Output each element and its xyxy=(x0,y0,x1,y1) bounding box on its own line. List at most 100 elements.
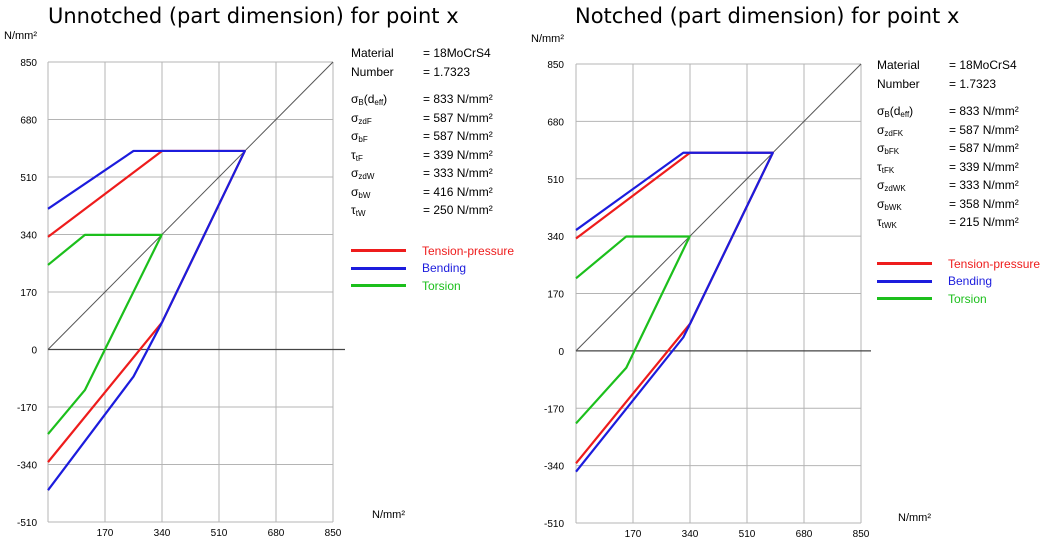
info-row: τtW = 250 N/mm² xyxy=(351,201,493,220)
series-line-bending xyxy=(575,151,774,473)
info-row: Number = 1.7323 xyxy=(877,75,1019,94)
info-value: = 333 N/mm² xyxy=(949,178,1019,192)
legend-label: Torsion xyxy=(948,291,987,306)
legend-swatch xyxy=(351,284,406,288)
legend-swatch xyxy=(877,279,932,283)
y-tick-label: -170 xyxy=(17,403,37,414)
info-value: = 587 N/mm² xyxy=(949,122,1019,137)
info-row: Material = 18MoCrS4 xyxy=(351,44,493,63)
info-row: τtWK = 215 N/mm² xyxy=(877,213,1019,232)
info-value: = 339 N/mm² xyxy=(423,147,493,162)
series-line-tension-pressure xyxy=(575,151,774,464)
property-symbol: σbWK xyxy=(877,196,902,212)
material-label: Material xyxy=(877,58,920,72)
y-tick-label: 680 xyxy=(20,116,37,127)
y-tick-label: 850 xyxy=(547,60,564,71)
y-tick-label: -340 xyxy=(17,461,37,472)
legend-label: Tension-pressure xyxy=(422,243,515,258)
x-tick-label: 680 xyxy=(268,528,285,539)
legend-item: Tension-pressure xyxy=(877,255,1040,273)
y-tick-label: 170 xyxy=(547,290,564,301)
y-axis-unit: N/mm² xyxy=(531,33,564,45)
info-row: σzdW = 333 N/mm² xyxy=(351,164,493,183)
info-row: τtFK = 339 N/mm² xyxy=(877,158,1019,177)
info-row: σzdF = 587 N/mm² xyxy=(351,109,493,128)
diagonal-reference-line xyxy=(47,61,334,350)
legend-item: Tension-pressure xyxy=(351,242,514,260)
legend-item: Bending xyxy=(877,273,1040,291)
y-tick-label: 0 xyxy=(558,347,564,358)
x-tick-label: 510 xyxy=(211,528,228,539)
property-symbol: σzdWK xyxy=(877,178,906,193)
diagram-plot: 850 680 510 340 170 0 -170 -340 -510 170 340 510 680… xyxy=(544,60,871,540)
property-symbol: τtFK xyxy=(877,159,895,175)
x-tick-label: 340 xyxy=(682,529,699,540)
legend-label: Tension-pressure xyxy=(948,256,1041,271)
info-value: = 587 N/mm² xyxy=(949,141,1019,155)
property-symbol: τtW xyxy=(351,203,366,218)
legend: Tension-pressure Bending Torsion xyxy=(877,255,1040,308)
info-value: = 587 N/mm² xyxy=(423,129,493,143)
info-row: σbW = 416 N/mm² xyxy=(351,183,493,202)
legend: Tension-pressure Bending Torsion xyxy=(351,242,514,295)
x-axis-unit: N/mm² xyxy=(898,512,931,524)
series-line-torsion xyxy=(575,235,691,425)
y-tick-label: 510 xyxy=(547,175,564,186)
x-axis-unit: N/mm² xyxy=(372,509,405,521)
diagonal-reference-line xyxy=(575,63,862,352)
info-value: = 1.7323 xyxy=(949,76,997,91)
number-label: Number xyxy=(877,76,920,91)
info-row: Material = 18MoCrS4 xyxy=(877,56,1019,75)
legend-swatch xyxy=(877,262,932,266)
y-axis-unit: N/mm² xyxy=(4,30,37,42)
x-tick-label: 170 xyxy=(625,529,642,540)
legend-label: Bending xyxy=(422,261,467,276)
y-tick-label: 170 xyxy=(20,288,37,299)
y-tick-label: -510 xyxy=(17,518,37,529)
legend-swatch xyxy=(877,297,932,301)
info-value: = 215 N/mm² xyxy=(949,215,1019,229)
legend-item: Torsion xyxy=(351,277,514,295)
info-value: = 416 N/mm² xyxy=(423,184,493,199)
property-symbol: σbFK xyxy=(877,141,900,156)
info-row: σzdWK = 333 N/mm² xyxy=(877,176,1019,195)
x-tick-label: 680 xyxy=(796,529,813,540)
property-symbol: τtF xyxy=(351,147,363,163)
info-row: σbFK = 587 N/mm² xyxy=(877,139,1019,158)
property-symbol: σB(deff) xyxy=(877,104,914,119)
x-tick-label: 340 xyxy=(154,528,171,539)
info-value: = 333 N/mm² xyxy=(423,166,493,180)
info-row: σzdFK = 587 N/mm² xyxy=(877,121,1019,140)
info-value: = 18MoCrS4 xyxy=(949,58,1017,72)
info-value: = 18MoCrS4 xyxy=(423,46,491,60)
series-line-torsion xyxy=(47,233,163,435)
info-row: σbF = 587 N/mm² xyxy=(351,127,493,146)
legend-label: Torsion xyxy=(422,278,461,293)
property-symbol: σbW xyxy=(351,184,371,200)
chart-title: Unnotched (part dimension) for point x xyxy=(48,4,459,28)
property-symbol: σB(deff) xyxy=(351,92,388,107)
y-tick-label: 0 xyxy=(31,346,37,357)
diagram-plot: 850 680 510 340 170 0 -170 -340 -510 170 340 510 680… xyxy=(17,58,345,539)
info-row: τtF = 339 N/mm² xyxy=(351,146,493,165)
legend-label: Bending xyxy=(948,274,993,289)
x-tick-label: 170 xyxy=(97,528,114,539)
info-value: = 339 N/mm² xyxy=(949,159,1019,174)
info-value: = 358 N/mm² xyxy=(949,196,1019,211)
info-row: σB(deff) = 833 N/mm² xyxy=(877,102,1019,121)
info-value: = 1.7323 xyxy=(423,64,471,79)
info-value: = 250 N/mm² xyxy=(423,203,493,217)
info-row: σbWK = 358 N/mm² xyxy=(877,195,1019,214)
material-info: Material = 18MoCrS4 Number = 1.7323 σB(deff)… xyxy=(351,44,493,220)
x-tick-label: 850 xyxy=(325,528,342,539)
property-symbol: σzdF xyxy=(351,110,372,126)
series-line-tension-pressure xyxy=(47,149,246,463)
info-row: Number = 1.7323 xyxy=(351,63,493,82)
y-tick-label: 340 xyxy=(20,231,37,242)
info-value: = 587 N/mm² xyxy=(423,110,493,125)
property-symbol: σzdFK xyxy=(877,122,904,138)
y-tick-label: 680 xyxy=(547,117,564,128)
y-tick-label: 510 xyxy=(20,173,37,184)
y-tick-label: -340 xyxy=(544,462,564,473)
property-symbol: σzdW xyxy=(351,166,375,181)
